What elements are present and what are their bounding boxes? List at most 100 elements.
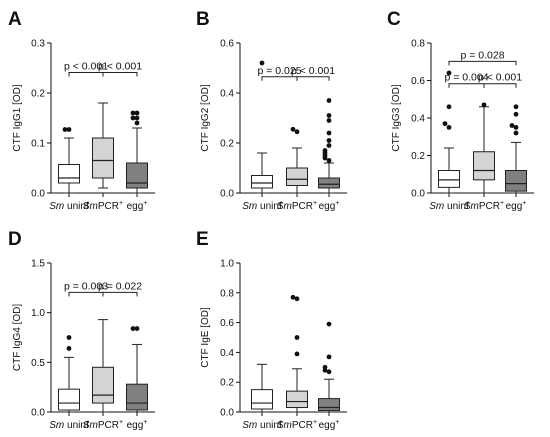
category-prefix: Sm (429, 201, 444, 212)
outlier-point (294, 129, 300, 135)
y-tick-label: 0.3 (31, 39, 45, 50)
y-tick-label: 0.8 (411, 39, 425, 50)
outlier-point (66, 127, 72, 132)
y-tick-label: 0.6 (220, 39, 234, 50)
category-prefix: Sm (49, 201, 64, 212)
category-text: uninf (444, 201, 469, 212)
box-iqr (251, 389, 273, 410)
outlier-point (294, 351, 300, 357)
y-tick-label: 0.2 (31, 89, 45, 100)
bracket-line (102, 291, 138, 297)
p-value-label: p = 0.025 (257, 65, 301, 77)
category-prefix: Sm (464, 201, 479, 212)
outlier-point (326, 143, 332, 148)
significance-bracket: p < 0.001 (291, 65, 335, 81)
box-plot-3 (505, 104, 527, 194)
box-plot-1 (251, 363, 273, 413)
outlier-point (134, 120, 140, 126)
outlier-point (294, 335, 300, 340)
box-plot-2 (92, 319, 114, 413)
y-tick-label: 0.6 (220, 318, 234, 329)
outlier-point (513, 130, 519, 136)
box-iqr (286, 390, 308, 409)
outlier-point (446, 104, 452, 110)
y-tick-label: 0.0 (31, 408, 45, 419)
outlier-point (134, 326, 140, 331)
box-plot-1 (58, 335, 80, 413)
outlier-point (326, 130, 332, 136)
box-iqr (251, 175, 273, 189)
bracket-line (68, 291, 104, 297)
category-text: uninf (257, 201, 282, 212)
x-category-label: egg+ (127, 419, 148, 431)
bracket-line (448, 83, 485, 88)
bracket-line (68, 72, 104, 77)
category-text: egg (127, 201, 144, 212)
category-superscript: + (119, 419, 123, 426)
x-category-label: egg+ (506, 200, 527, 212)
category-text: egg (319, 420, 336, 431)
box-plot-1 (251, 60, 273, 194)
outlier-point (62, 127, 68, 132)
category-superscript: + (313, 200, 317, 207)
category-superscript: + (522, 200, 526, 207)
outlier-point (326, 369, 332, 375)
box-plot-2 (286, 294, 308, 413)
x-category-label: Sm uninf (429, 201, 469, 212)
y-tick-label: 0.0 (220, 408, 234, 419)
category-text: PCR (98, 420, 119, 431)
significance-bracket: p = 0.022 (98, 280, 142, 297)
x-category-label: SmPCR+ (83, 200, 123, 212)
outlier-point (326, 113, 332, 118)
category-prefix: Sm (277, 420, 292, 431)
category-text: uninf (64, 420, 89, 431)
outlier-point (326, 98, 332, 103)
outlier-point (294, 296, 300, 302)
box-plot-3 (126, 110, 148, 194)
outlier-point (326, 118, 332, 123)
outlier-point (290, 126, 296, 132)
y-axis-label: CTF IgE [OD] (200, 307, 211, 368)
y-axis-label: CTF IgG4 [OD] (12, 304, 23, 371)
x-category-label: Sm uninf (49, 420, 89, 431)
p-value-label: p < 0.001 (64, 61, 108, 73)
outlier-point (442, 121, 448, 127)
outlier-point (326, 158, 332, 163)
significance-bracket: p < 0.001 (98, 61, 142, 77)
outlier-point (326, 321, 332, 327)
box-iqr (92, 366, 114, 404)
outlier-point (130, 110, 136, 116)
box-iqr (318, 177, 340, 189)
y-tick-label: 0.1 (31, 139, 45, 150)
bracket-line (261, 76, 298, 81)
x-category-label: egg+ (127, 200, 148, 212)
category-prefix: Sm (83, 201, 98, 212)
category-text: egg (506, 201, 523, 212)
bracket-line (448, 60, 517, 66)
x-category-label: SmPCR+ (83, 419, 123, 431)
y-tick-label: 0.8 (220, 288, 234, 299)
box-iqr (126, 383, 148, 411)
category-prefix: Sm (83, 420, 98, 431)
category-prefix: Sm (242, 201, 257, 212)
panel-e: E 0.0 0.2 0.4 0.6 0.8 1.0 CTF IgE [OD] Sm uninfS… (196, 229, 347, 431)
category-superscript: + (313, 419, 317, 426)
y-tick-label: 0.2 (411, 151, 425, 162)
category-superscript: + (119, 200, 123, 207)
category-prefix: Sm (277, 201, 292, 212)
category-superscript: + (335, 419, 339, 426)
p-value-label: p < 0.001 (291, 65, 335, 77)
p-value-label: p < 0.001 (478, 72, 522, 84)
outlier-point (66, 346, 72, 351)
y-tick-label: 0.0 (31, 189, 45, 200)
x-category-label: Sm uninf (242, 420, 282, 431)
p-value-label: p = 0.004 (444, 72, 488, 84)
outlier-point (134, 115, 140, 121)
category-superscript: + (500, 200, 504, 207)
outlier-point (513, 124, 519, 130)
x-category-label: Sm uninf (49, 201, 89, 212)
panel-letter: A (8, 9, 22, 30)
